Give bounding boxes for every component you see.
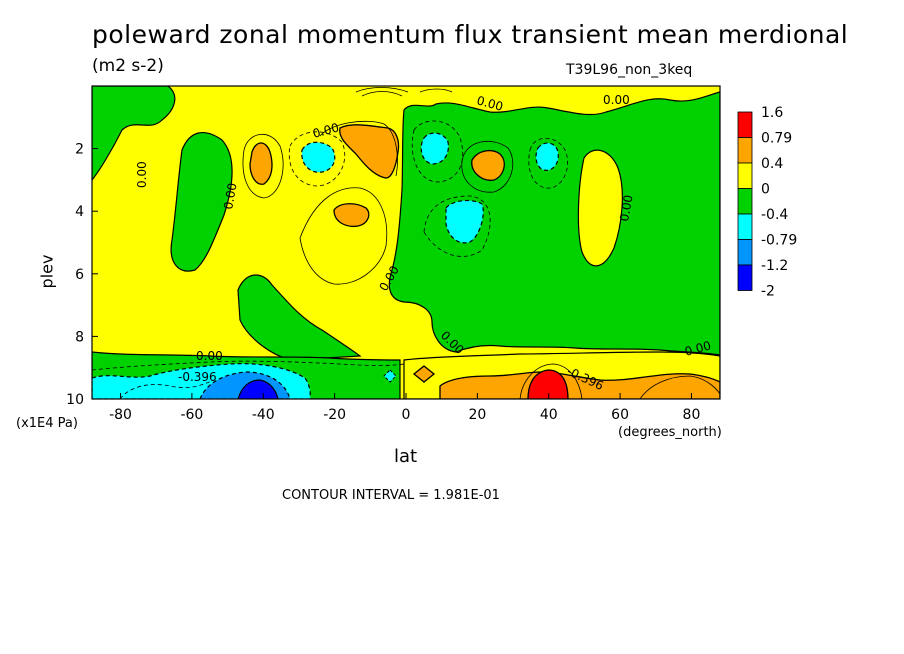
x-tick-label: -40 <box>252 407 275 423</box>
region-red-south <box>527 369 569 399</box>
contour-label: 0.00 <box>135 161 149 188</box>
region-yellow-east-lobe <box>577 149 623 267</box>
region-orange-center-lower <box>333 203 370 228</box>
contour-interval: CONTOUR INTERVAL = 1.981E-01 <box>282 488 500 503</box>
chart-units: (m2 s-2) <box>92 56 164 76</box>
region-cyan-e3 <box>535 142 559 171</box>
contour-line-south-dash-1 <box>92 360 405 371</box>
legend-label: 0.4 <box>761 156 783 172</box>
y-tick-label: 8 <box>75 329 84 345</box>
chart-title: poleward zonal momentum flux transient m… <box>92 20 849 49</box>
legend-swatch <box>737 111 753 138</box>
legend-swatch <box>737 188 753 215</box>
y-axis-units: (x1E4 Pa) <box>16 416 78 431</box>
region-cyan-small-diamond <box>383 369 397 383</box>
x-axis-units: (degrees_north) <box>618 425 722 440</box>
legend-swatch <box>737 239 753 266</box>
legend-swatch <box>737 162 753 189</box>
x-tick-label: 20 <box>468 407 486 423</box>
y-tick-label: 2 <box>75 142 84 158</box>
x-tick-label: -20 <box>323 407 346 423</box>
y-tick-label: 6 <box>75 267 84 283</box>
legend-label: 0 <box>761 182 770 198</box>
region-cyan-e2 <box>445 199 484 244</box>
x-axis-label: lat <box>394 446 418 467</box>
y-axis-ticks: 2 4 6 8 10 <box>66 142 98 408</box>
legend-label: 0.79 <box>761 131 792 147</box>
legend-label: -0.4 <box>761 207 788 223</box>
region-darkblue-south <box>237 379 279 399</box>
x-tick-label: 60 <box>611 407 629 423</box>
x-tick-label: 80 <box>683 407 701 423</box>
legend-label: -1.2 <box>761 258 788 274</box>
contour-label: 0.00 <box>617 194 635 223</box>
contour-line-south-east-2 <box>639 375 720 399</box>
legend-swatch <box>737 137 753 164</box>
region-cyan-w <box>301 141 336 173</box>
contour-label: 0.00 <box>196 349 223 363</box>
contour-label: 0.00 <box>475 93 504 113</box>
contour-label: -0.396 <box>178 370 217 384</box>
x-axis-ticks: -80 -60 -40 -20 0 20 40 60 80 <box>109 393 700 423</box>
region-orange-south <box>439 371 720 399</box>
legend-label: 1.6 <box>761 105 783 121</box>
contour-label: 0.00 <box>683 338 712 358</box>
contour-line-dash-e <box>411 120 464 183</box>
contour-label: 0.00 <box>221 182 239 211</box>
x-tick-label: -60 <box>180 407 203 423</box>
contour-line-center-2 <box>319 120 398 177</box>
contour-line-dash-w <box>288 131 346 187</box>
region-green-nw <box>92 86 176 181</box>
x-tick-label: 40 <box>540 407 558 423</box>
contour-line-dash-e2 <box>423 195 491 257</box>
y-tick-label: 10 <box>66 392 84 408</box>
contour-line-ne-cell <box>461 141 514 193</box>
contour-label: 0.00 <box>311 120 340 140</box>
contour-line-dash-e3 <box>528 137 568 189</box>
region-orange-diamond <box>412 365 436 383</box>
region-green-west-column <box>170 132 233 272</box>
color-legend: 1.6 0.79 0.4 0 -0.4 -0.79 -1.2 -2 <box>737 105 797 300</box>
legend-label: -0.79 <box>761 233 797 249</box>
region-green-center-tongue <box>237 274 362 361</box>
legend-swatch <box>737 264 753 291</box>
y-tick-label: 4 <box>75 204 84 220</box>
legend-swatch <box>737 213 753 240</box>
region-green-east <box>388 91 720 356</box>
region-orange-ne-cell <box>471 149 505 181</box>
contour-line-top-dense <box>355 87 453 97</box>
x-tick-label: -80 <box>109 407 132 423</box>
contour-line-w-cell <box>242 134 284 199</box>
region-orange-w-cell <box>249 142 273 185</box>
region-orange-center-upper <box>339 124 400 179</box>
region-cyan-e1 <box>420 132 449 165</box>
contour-line-south-east <box>519 363 583 399</box>
x-tick-label: 0 <box>402 407 411 423</box>
contour-label: 0.00 <box>603 93 630 107</box>
contour-line-center-1 <box>299 187 388 285</box>
contour-line-south-dash-2 <box>119 379 215 399</box>
legend-label: -2 <box>761 284 775 300</box>
run-label: T39L96_non_3keq <box>566 62 693 78</box>
